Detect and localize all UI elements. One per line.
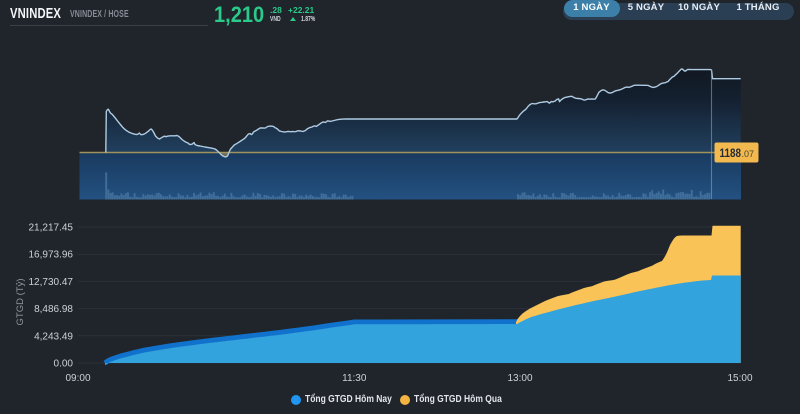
svg-text:12,730.47: 12,730.47 — [29, 277, 74, 288]
svg-text:1188: 1188 — [720, 148, 742, 160]
svg-text:16,973.96: 16,973.96 — [29, 250, 74, 261]
svg-text:15:00: 15:00 — [727, 373, 752, 384]
svg-text:0.00: 0.00 — [54, 359, 74, 370]
svg-text:4,243.49: 4,243.49 — [34, 331, 73, 342]
svg-text:13:00: 13:00 — [507, 373, 532, 384]
svg-text:21,217.45: 21,217.45 — [29, 223, 74, 234]
svg-text:09:00: 09:00 — [65, 373, 90, 384]
svg-text:8,486.98: 8,486.98 — [34, 304, 73, 315]
svg-text:.07: .07 — [742, 149, 755, 159]
svg-text:GTGD (Tỷ): GTGD (Tỷ) — [15, 279, 26, 326]
svg-text:11:30: 11:30 — [342, 373, 367, 384]
